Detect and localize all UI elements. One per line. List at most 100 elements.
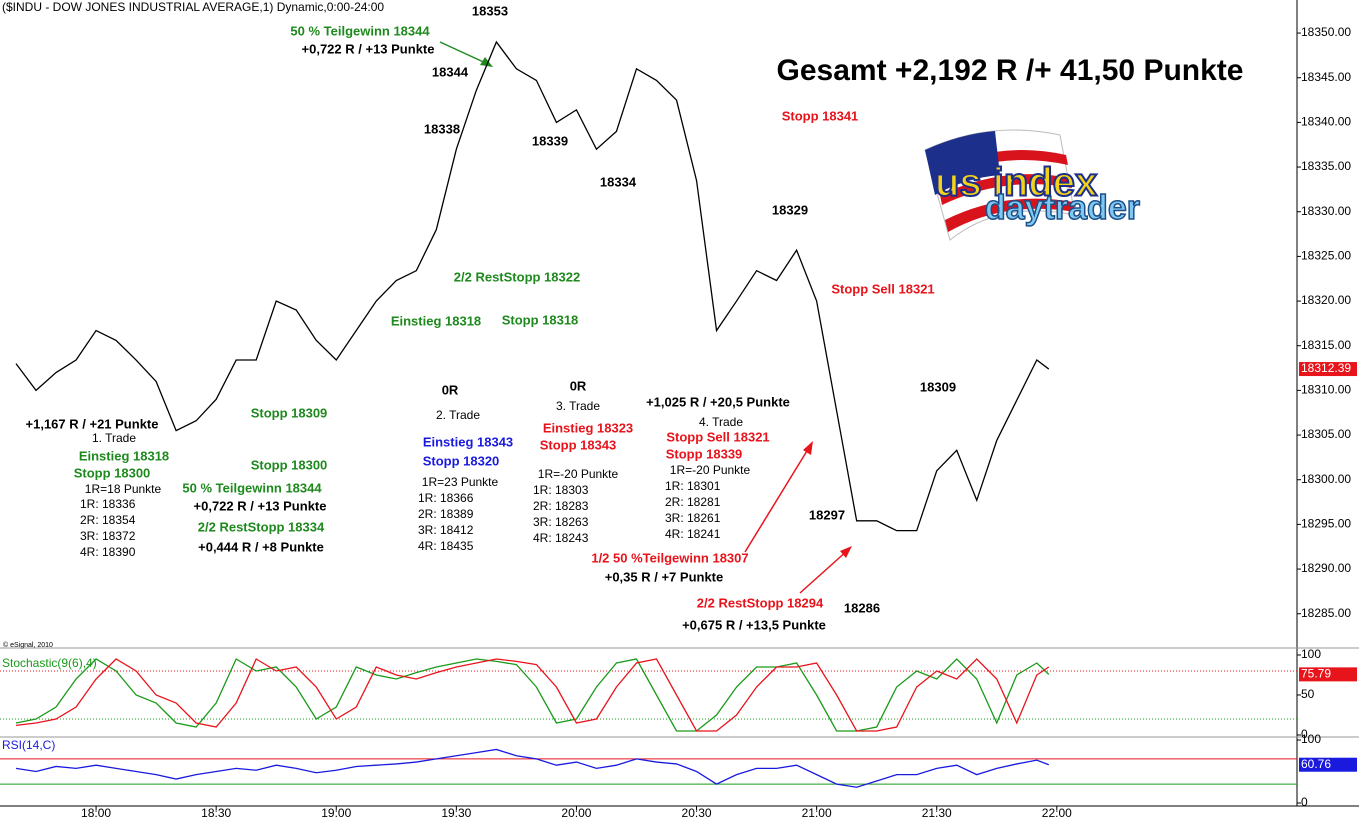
annotation: 50 % Teilgewinn 18344 (290, 23, 430, 38)
annotation: 4R: 18241 (665, 527, 721, 541)
source: © eSignal, 2010 (3, 641, 53, 649)
last-value-label: 75.79 (1301, 667, 1331, 681)
y-tick-label: 18345.00 (1301, 70, 1351, 84)
annotation: 18353 (472, 3, 508, 18)
annotation: 2R: 18281 (665, 495, 721, 509)
annotation: Einstieg 18318 (79, 448, 169, 463)
annotation: 4R: 18435 (418, 539, 474, 553)
y-tick-label: 100 (1301, 732, 1321, 746)
x-tick-label: 21:30 (922, 806, 952, 820)
annotation: 2/2 RestStopp 18334 (198, 519, 325, 534)
arrow (799, 549, 849, 594)
annotation: +1,167 R / +21 Punkte (26, 416, 159, 431)
y-tick-label: 18295.00 (1301, 517, 1351, 531)
annotation: 1R=-20 Punkte (670, 463, 751, 477)
annotation: Stopp 18320 (423, 453, 500, 468)
annotation: Stopp 18300 (74, 465, 151, 480)
annotation: 3R: 18263 (533, 515, 589, 529)
y-tick-label: 18325.00 (1301, 249, 1351, 263)
annotation: 3R: 18261 (665, 511, 721, 525)
x-tick-label: 18:00 (81, 806, 111, 820)
annotation: 18297 (809, 507, 845, 522)
x-tick-label: 20:00 (561, 806, 591, 820)
annotation: 1R: 18366 (418, 491, 474, 505)
y-tick-label: 18285.00 (1301, 606, 1351, 620)
logo-text: us index (935, 161, 1097, 205)
annotation: Stopp Sell 18321 (831, 281, 934, 296)
annotation: 0R (442, 382, 459, 397)
annotation: 3R: 18372 (80, 529, 136, 543)
annotation: 18334 (600, 174, 637, 189)
flag-canton (925, 131, 1000, 195)
annotation: Stopp 18341 (782, 108, 859, 123)
annotation: 2R: 18389 (418, 507, 474, 521)
logo: us index daytrader (924, 129, 1141, 241)
annotation: 4R: 18243 (533, 531, 589, 545)
x-tick-label: 20:30 (682, 806, 712, 820)
y-tick-label: 0 (1301, 795, 1308, 809)
last-value-label: 18312.39 (1301, 361, 1351, 375)
annotation: Stopp 18318 (502, 312, 579, 327)
annotation: 18329 (772, 202, 808, 217)
annotation: Einstieg 18343 (423, 434, 513, 449)
annotation: Einstieg 18318 (391, 313, 481, 328)
annotation: 1R: 18301 (665, 479, 721, 493)
annotation: Einstieg 18323 (543, 420, 633, 435)
y-tick-label: 0 (1301, 727, 1308, 741)
annotation: 18286 (844, 600, 880, 615)
annotation: 50 % Teilgewinn 18344 (182, 480, 322, 495)
annotation: +0,675 R / +13,5 Punkte (682, 617, 826, 632)
x-tick-label: 18:30 (201, 806, 231, 820)
annotation: 1R=23 Punkte (422, 475, 499, 489)
y-tick-label: 18340.00 (1301, 115, 1351, 129)
headline: Gesamt +2,192 R /+ 41,50 Punkte (777, 54, 1244, 87)
y-tick-label: 18320.00 (1301, 293, 1351, 307)
annotation: Stopp 18339 (666, 446, 743, 461)
x-tick-label: 19:00 (321, 806, 351, 820)
annotation: 4R: 18390 (80, 545, 136, 559)
series-line (15, 40, 1050, 532)
series-line (15, 658, 1050, 732)
arrows (439, 41, 852, 594)
y-tick-label: 100 (1301, 647, 1321, 661)
annotation: Stopp Sell 18321 (666, 429, 769, 444)
annotation: 0R (570, 378, 587, 393)
annotation: 1. Trade (92, 431, 136, 445)
y-tick-label: 18335.00 (1301, 159, 1351, 173)
annotation: 18339 (532, 133, 568, 148)
annotation: 18338 (424, 121, 460, 136)
y-tick-label: 18350.00 (1301, 25, 1351, 39)
annotation: +0,444 R / +8 Punkte (198, 539, 324, 554)
annotation: 18309 (920, 379, 956, 394)
x-tick-label: 19:30 (441, 806, 471, 820)
series-line (15, 748, 1050, 788)
annotation: 3R: 18412 (418, 523, 474, 537)
series-line (15, 658, 1050, 732)
annotation: +0,35 R / +7 Punkte (605, 569, 724, 584)
last-value-box (1299, 667, 1357, 682)
annotation: 1R=-20 Punkte (538, 467, 619, 481)
annotation: 2R: 18354 (80, 513, 136, 527)
x-tick-label: 21:00 (802, 806, 832, 820)
annotation: 2/2 RestStopp 18294 (697, 595, 824, 610)
annotation: 1R: 18336 (80, 497, 136, 511)
annotation: +0,722 R / +13 Punkte (194, 498, 327, 513)
y-tick-label: 50 (1301, 687, 1315, 701)
y-tick-label: 18315.00 (1301, 338, 1351, 352)
arrow-head (480, 57, 493, 67)
annotation: 1R: 18303 (533, 483, 589, 497)
arrow (439, 41, 491, 66)
annotation: Stopp 18309 (251, 405, 328, 420)
y-tick-label: 18310.00 (1301, 383, 1351, 397)
y-tick-label: 18290.00 (1301, 561, 1351, 575)
annotation: 1/2 50 %Teilgewinn 18307 (591, 550, 748, 565)
last-value-label: 60.76 (1301, 757, 1331, 771)
annotation: 2/2 RestStopp 18322 (454, 269, 580, 284)
indicator-title: RSI(14,C) (2, 738, 55, 752)
arrow-head (840, 546, 852, 558)
y-tick-label: 18330.00 (1301, 204, 1351, 218)
indicator-title: Stochastic(9(6),4) (2, 656, 97, 670)
last-value-box (1299, 362, 1357, 377)
